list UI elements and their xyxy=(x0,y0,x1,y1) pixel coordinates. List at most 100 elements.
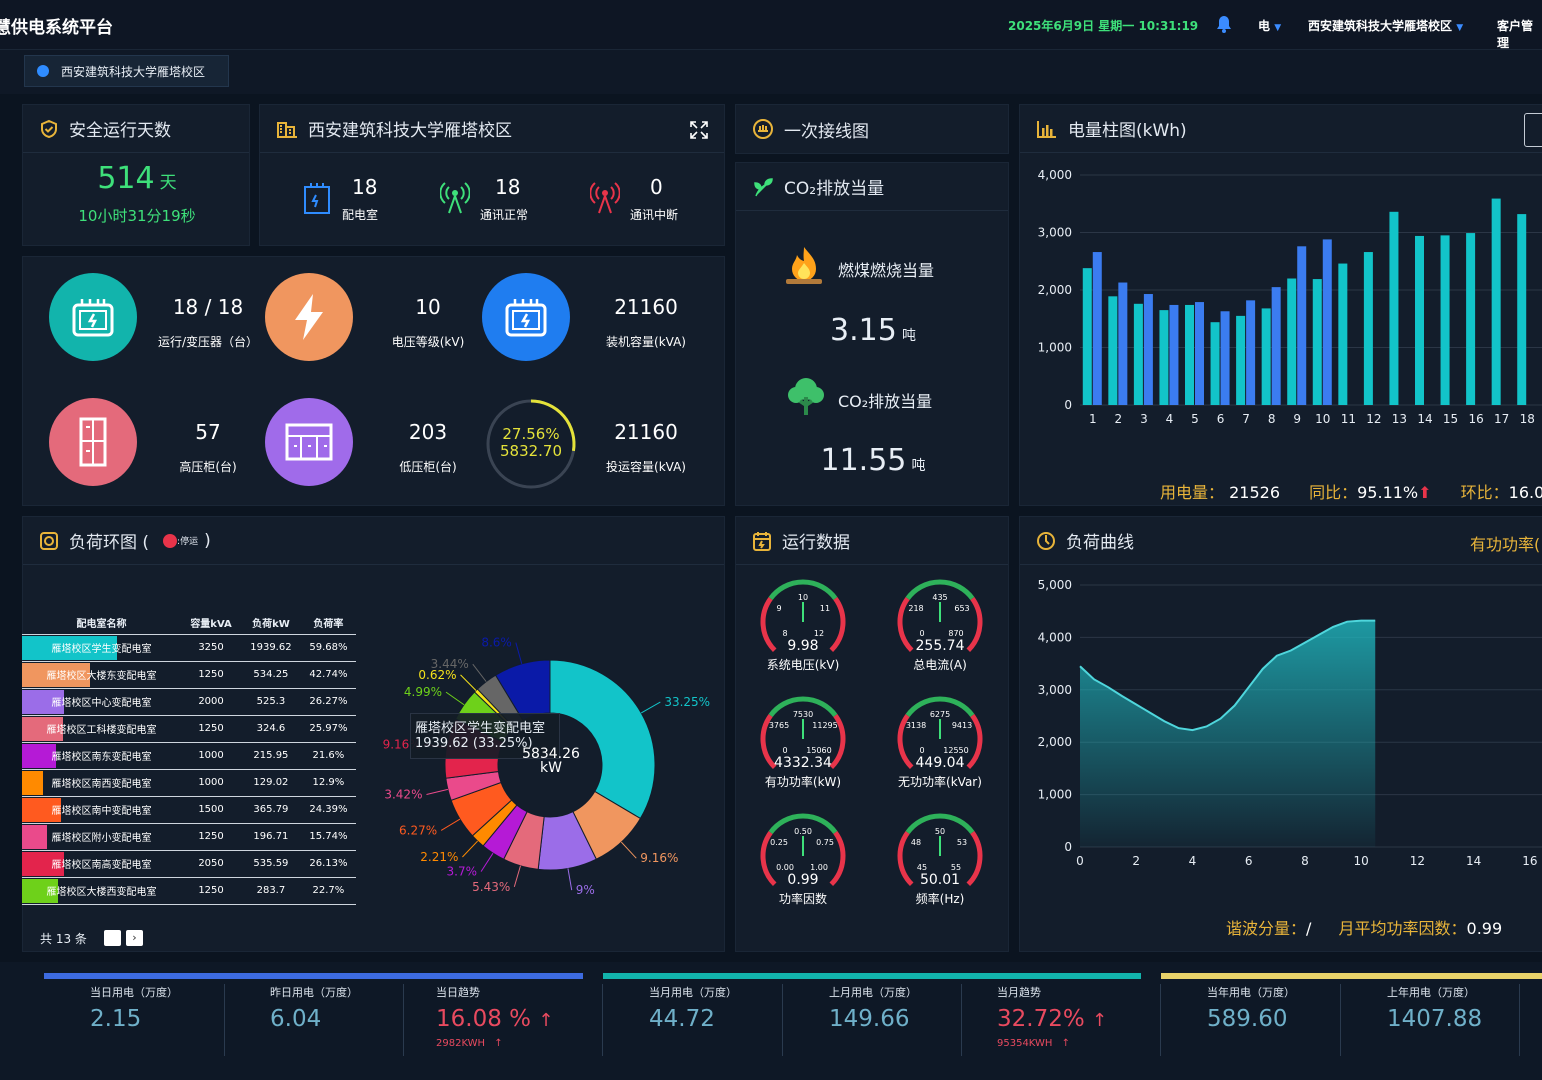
table-cell: 535.59 xyxy=(241,850,301,878)
lv-label: 低压柜(台) xyxy=(399,460,457,474)
room-name-cell: 雁塔校区中心变配电室 xyxy=(22,688,182,716)
donut-slice xyxy=(549,659,656,820)
bar xyxy=(1082,268,1092,405)
x-tick-label: 11 xyxy=(1341,412,1356,426)
gauge-tick-label: 55 xyxy=(951,863,961,872)
bar xyxy=(1297,246,1307,405)
gauge-tick-label: 11295 xyxy=(812,721,837,730)
table-cell: 42.74% xyxy=(300,661,356,689)
chart-toggle-button[interactable] xyxy=(1524,113,1542,147)
x-tick-label: 14 xyxy=(1466,854,1481,868)
shield-icon xyxy=(41,119,57,138)
gauge-label: 系统电压(kV) xyxy=(767,658,840,672)
table-row[interactable]: 雁塔校区中心变配电室 2000 525.3 26.27% xyxy=(22,688,356,716)
table-row[interactable]: 雁塔校区附小变配电室 1250 196.71 15.74% xyxy=(22,823,356,851)
lightning-icon xyxy=(265,273,353,361)
table-cell: 196.71 xyxy=(241,823,301,851)
stopped-legend-icon xyxy=(163,533,178,548)
table-row[interactable]: 雁塔校区南中变配电室 1500 365.79 24.39% xyxy=(22,796,356,824)
bar xyxy=(1440,235,1450,405)
yesterday-usage-value: 6.04 xyxy=(270,1006,322,1032)
gauge-tick-label: 9 xyxy=(776,604,781,613)
chevron-down-icon: ▼ xyxy=(1274,23,1282,33)
gauge-tick-label: 653 xyxy=(954,604,969,613)
gauge-icon xyxy=(1037,531,1055,550)
panel-header: 电量柱图(kWh) xyxy=(1020,105,1542,153)
table-row[interactable]: 雁塔校区南西变配电室 1000 129.02 12.9% xyxy=(22,769,356,797)
gauge-arc xyxy=(760,714,777,770)
gauge-arc xyxy=(760,597,777,653)
donut-center-value: 5834.26 xyxy=(522,746,580,762)
hv-cabinet-icon xyxy=(49,398,137,486)
energy-type-select[interactable]: 电 ▼ xyxy=(1258,19,1282,33)
voltage-label: 电压等级(kV) xyxy=(391,335,465,349)
bar xyxy=(1108,296,1118,405)
breadcrumb-bar xyxy=(0,50,1542,94)
gauge-arc xyxy=(768,696,838,718)
bar xyxy=(1143,294,1153,405)
bottom-bar xyxy=(0,962,1542,1080)
room-name-cell: 雁塔校区大楼东变配电室 xyxy=(22,661,182,689)
gauge-tick-label: 10 xyxy=(798,593,808,602)
co2-panel: CO₂排放当量 燃煤燃烧当量 3.15 吨 CO₂排放当量 11.55 吨 xyxy=(735,162,1009,506)
page-next-button[interactable]: › xyxy=(126,930,143,946)
donut-leader xyxy=(480,852,494,872)
gauge-label: 频率(Hz) xyxy=(916,891,965,906)
bell-icon[interactable] xyxy=(1214,14,1234,34)
gauge-value: 0.99 xyxy=(787,872,818,888)
y-tick-label: 0 xyxy=(1064,398,1072,412)
wiring-icon xyxy=(753,119,773,139)
bar xyxy=(1517,214,1527,405)
donut-leader xyxy=(640,701,661,714)
bar xyxy=(1322,239,1332,405)
table-row[interactable]: 雁塔校区工科楼变配电室 1250 324.6 25.97% xyxy=(22,715,356,743)
page-prev-button[interactable] xyxy=(104,930,121,946)
table-row[interactable]: 雁塔校区南高变配电室 2050 535.59 26.13% xyxy=(22,850,356,878)
table-row[interactable]: 雁塔校区南东变配电室 1000 215.95 21.6% xyxy=(22,742,356,770)
table-cell: 1939.62 xyxy=(241,634,301,662)
gauge-tick-label: 8 xyxy=(782,629,787,638)
accent-bar-blue xyxy=(44,973,583,979)
donut-label: 9% xyxy=(576,883,595,897)
gauge-value: 255.74 xyxy=(916,638,965,654)
campus-tag[interactable]: 西安建筑科技大学雁塔校区 xyxy=(24,55,229,87)
gauge-tick-label: 0.00 xyxy=(776,863,794,872)
wiring-panel[interactable]: 一次接线图 xyxy=(735,104,1009,154)
donut-label: 4.99% xyxy=(404,685,442,699)
voltage-value: 10 xyxy=(415,295,441,319)
bar xyxy=(1261,308,1271,405)
donut-center-unit: kW xyxy=(540,760,562,776)
customer-menu[interactable]: 客户管理 xyxy=(1497,19,1534,50)
table-row[interactable]: 雁塔校区大楼西变配电室 1250 283.7 22.7% xyxy=(22,877,356,905)
table-row[interactable]: 雁塔校区大楼东变配电室 1250 534.25 42.74% xyxy=(22,661,356,689)
campus-select[interactable]: 西安建筑科技大学雁塔校区 ▼ xyxy=(1308,19,1464,33)
room-name-cell: 雁塔校区附小变配电室 xyxy=(22,823,182,851)
gauge-label: 有功功率(kW) xyxy=(765,774,841,789)
table-cell: 25.97% xyxy=(300,715,356,743)
rooms-count: 18 xyxy=(352,175,378,199)
bar xyxy=(1491,198,1501,405)
table-cell: 12.9% xyxy=(300,769,356,797)
coal-value: 3.15 吨 xyxy=(830,313,916,348)
table-cell: 22.7% xyxy=(300,877,356,905)
gauge-arc xyxy=(829,597,846,653)
y-tick-label: 0 xyxy=(1064,840,1072,854)
bar xyxy=(1133,303,1143,405)
table-cell: 129.02 xyxy=(241,769,301,797)
room-name-cell: 雁塔校区南西变配电室 xyxy=(22,769,182,797)
gauge-arc xyxy=(829,714,846,770)
gauge-arc xyxy=(897,597,914,653)
fullscreen-icon[interactable] xyxy=(690,121,708,139)
panel-header: 西安建筑科技大学雁塔校区 xyxy=(260,105,724,153)
donut-leader xyxy=(445,691,465,706)
tree-icon xyxy=(788,378,824,415)
comm-fail-count: 0 xyxy=(650,175,663,199)
month-usage-label: 当月用电（万度） xyxy=(649,986,737,999)
installed-label: 装机容量(kVA) xyxy=(606,335,686,349)
gauge-label: 功率因数 xyxy=(779,891,827,906)
table-row[interactable]: 雁塔校区学生变配电室 3250 1939.62 59.68% xyxy=(22,634,356,662)
gauge-arc xyxy=(905,579,975,601)
stats-panel: 18 / 18 运行/变压器（台） 10 电压等级(kV) 21160 装机容量… xyxy=(22,256,725,506)
x-tick-label: 3 xyxy=(1140,412,1148,426)
transformer-icon xyxy=(49,273,137,361)
